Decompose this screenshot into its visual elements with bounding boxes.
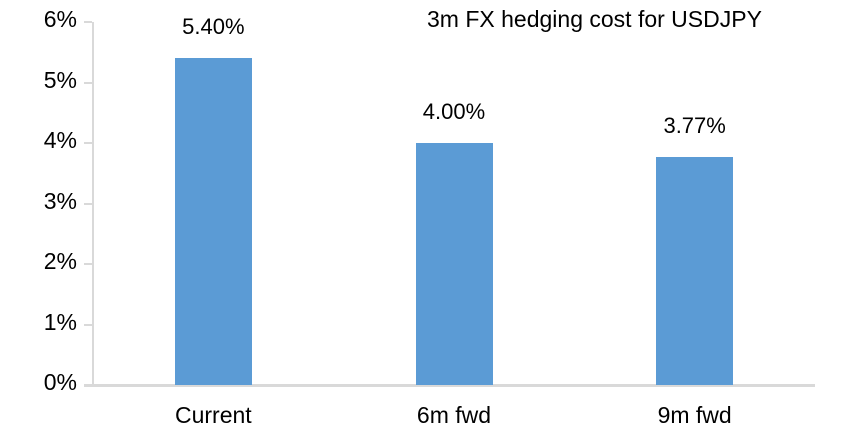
y-axis-tick-label: 2% — [43, 248, 77, 274]
bar-current — [174, 58, 252, 385]
y-axis-tick-label: 1% — [43, 308, 77, 335]
y-axis-tick-label: 3% — [43, 187, 77, 214]
y-axis-tick-label: 4% — [43, 127, 77, 153]
bar-6m-fwd — [415, 143, 493, 385]
x-axis-line — [84, 384, 815, 387]
y-axis-tick — [84, 81, 92, 84]
bar-value-label: 3.77% — [663, 112, 726, 138]
bar-value-label: 4.00% — [422, 99, 486, 124]
bar-9m-fwd — [656, 156, 734, 385]
y-axis-tick-label: 0% — [43, 369, 77, 395]
x-axis-category-label: 9m fwd — [657, 402, 732, 428]
x-axis-category-label: Current — [174, 402, 252, 428]
chart-title: 3m FX hedging cost for USDJPY — [427, 6, 762, 32]
y-axis-tick — [84, 323, 92, 326]
y-axis-tick-label: 6% — [43, 6, 77, 32]
y-axis-line — [92, 22, 94, 385]
x-axis-category-label: 6m fwd — [416, 402, 492, 428]
y-axis-tick — [84, 21, 92, 23]
y-axis-tick — [84, 384, 92, 386]
y-axis-tick — [84, 263, 92, 265]
y-axis-tick-label: 5% — [43, 66, 77, 93]
y-axis-tick — [84, 202, 92, 205]
y-axis-tick — [84, 142, 92, 144]
bar-value-label: 5.40% — [182, 14, 245, 40]
